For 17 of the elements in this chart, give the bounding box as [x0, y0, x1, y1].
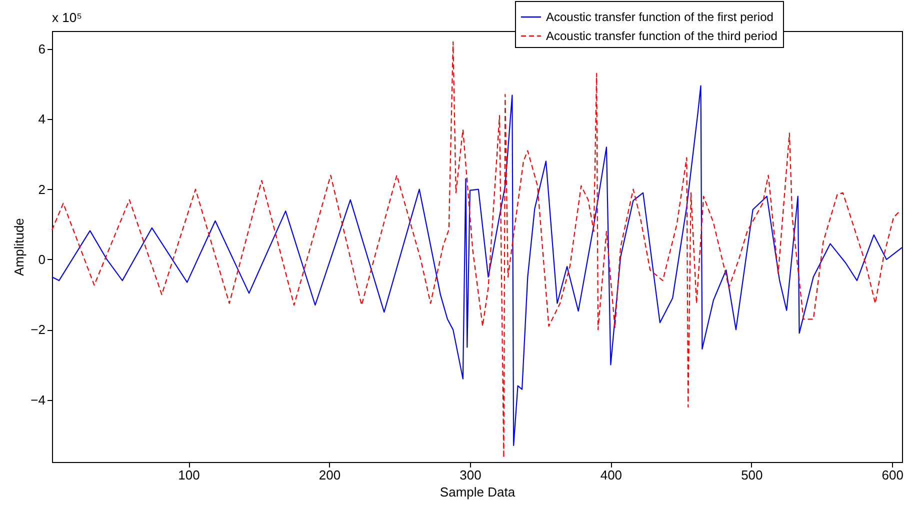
y-tick-label: 2	[38, 182, 46, 197]
x-tick-label: 200	[318, 468, 341, 482]
y-axis-title: Amplitude	[12, 218, 27, 276]
x-tick-label: 300	[460, 468, 482, 482]
x-axis-title: Sample Data	[440, 484, 516, 500]
x-tick-label: 400	[600, 468, 622, 482]
x-tick-label: 500	[741, 468, 763, 482]
x-tick-label: 100	[178, 468, 200, 482]
legend-label: Acoustic transfer function of the third period	[546, 29, 778, 43]
y-tick-label: 6	[38, 41, 46, 56]
y-tick-label: −4	[30, 392, 46, 408]
y-tick-label: 4	[38, 112, 46, 127]
text: x 10⁵	[52, 10, 82, 25]
x-tick-label: 600	[882, 468, 904, 482]
y-tick-label: −2	[30, 322, 46, 338]
y-tick-label: 0	[38, 252, 46, 267]
legend-label: Acoustic transfer function of the first period	[546, 10, 774, 24]
